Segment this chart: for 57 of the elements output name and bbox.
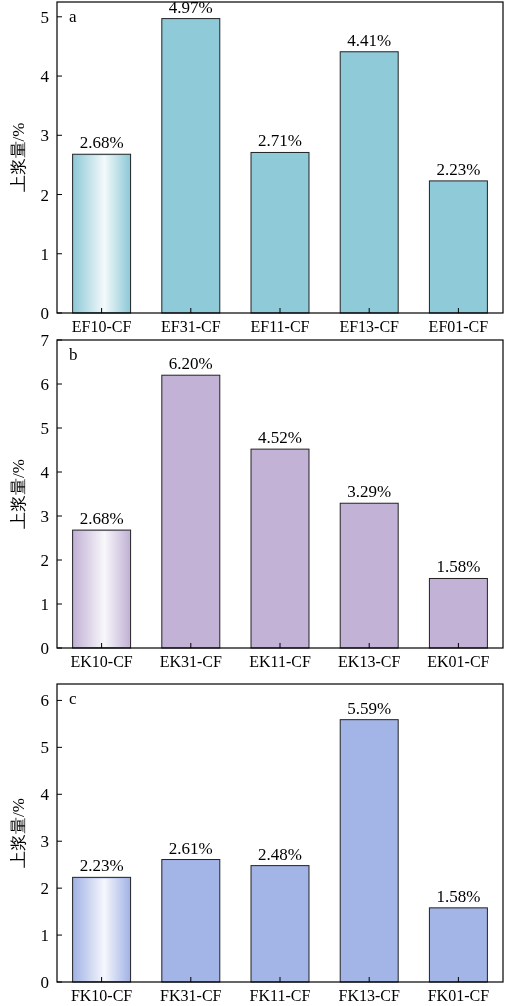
y-tick-label: 3 — [40, 507, 49, 526]
x-tick-label: EF11-CF — [250, 318, 310, 335]
y-tick-label: 4 — [40, 67, 50, 87]
data-label: 1.58% — [436, 886, 481, 906]
annotation: b — [69, 345, 78, 364]
y-tick-label: 4 — [40, 463, 50, 482]
data-label: 2.23% — [79, 856, 124, 876]
y-tick-label: 3 — [40, 126, 49, 146]
x-tick-label: EK01-CF — [427, 653, 490, 670]
x-tick-label: EF10-CF — [71, 318, 132, 335]
annotation: c — [69, 689, 77, 708]
y-tick-label: 5 — [40, 738, 49, 758]
y-tick-label: 4 — [40, 785, 50, 805]
data-label: 4.52% — [258, 428, 302, 448]
data-label: 2.68% — [79, 509, 124, 529]
x-tick-label: EK10-CF — [70, 653, 133, 670]
x-tick-label: EK11-CF — [249, 653, 311, 670]
x-tick-label: FK13-CF — [338, 987, 400, 1004]
x-tick-label: EK31-CF — [159, 653, 223, 670]
data-label: 2.71% — [258, 131, 302, 151]
y-tick-label: 2 — [40, 879, 49, 899]
y-tick-label: 6 — [40, 375, 49, 394]
data-label: 3.29% — [347, 482, 392, 502]
data-label: 5.59% — [347, 698, 392, 718]
x-tick-label: FK10-CF — [70, 987, 133, 1004]
y-tick-label: 5 — [40, 7, 49, 27]
x-tick-label: EF01-CF — [428, 318, 489, 335]
y-tick-label: 3 — [40, 832, 49, 852]
x-tick-label: EK13-CF — [338, 653, 401, 670]
y-tick-label: 6 — [40, 691, 49, 711]
data-label: 1.58% — [436, 557, 481, 577]
y-axis-title: 上浆量/% — [9, 459, 28, 529]
data-label: 6.20% — [168, 354, 213, 374]
y-tick-label: 1 — [40, 595, 49, 614]
y-axis-title: 上浆量/% — [9, 122, 28, 193]
data-label: 4.41% — [347, 30, 392, 50]
y-tick-label: 2 — [40, 185, 49, 205]
data-label: 2.61% — [168, 838, 213, 858]
y-tick-label: 1 — [40, 926, 49, 946]
y-tick-label: 0 — [40, 639, 49, 658]
data-label: 4.97% — [168, 0, 213, 17]
y-tick-label: 5 — [40, 419, 49, 438]
data-label: 2.68% — [79, 133, 124, 153]
data-label: 2.48% — [258, 844, 302, 864]
y-tick-label: 0 — [40, 304, 49, 323]
data-label: 2.23% — [436, 159, 481, 179]
y-tick-label: 1 — [40, 244, 49, 264]
x-tick-label: FK01-CF — [427, 987, 490, 1004]
y-axis-title: 上浆量/% — [9, 798, 28, 868]
x-tick-label: EF13-CF — [339, 318, 400, 335]
x-tick-label: FK11-CF — [249, 987, 311, 1004]
x-tick-label: EF31-CF — [161, 318, 221, 335]
x-tick-label: FK31-CF — [160, 987, 222, 1004]
y-tick-label: 2 — [40, 551, 49, 570]
y-tick-label: 0 — [40, 973, 49, 992]
annotation: a — [69, 7, 77, 26]
y-tick-label: 7 — [40, 331, 50, 350]
